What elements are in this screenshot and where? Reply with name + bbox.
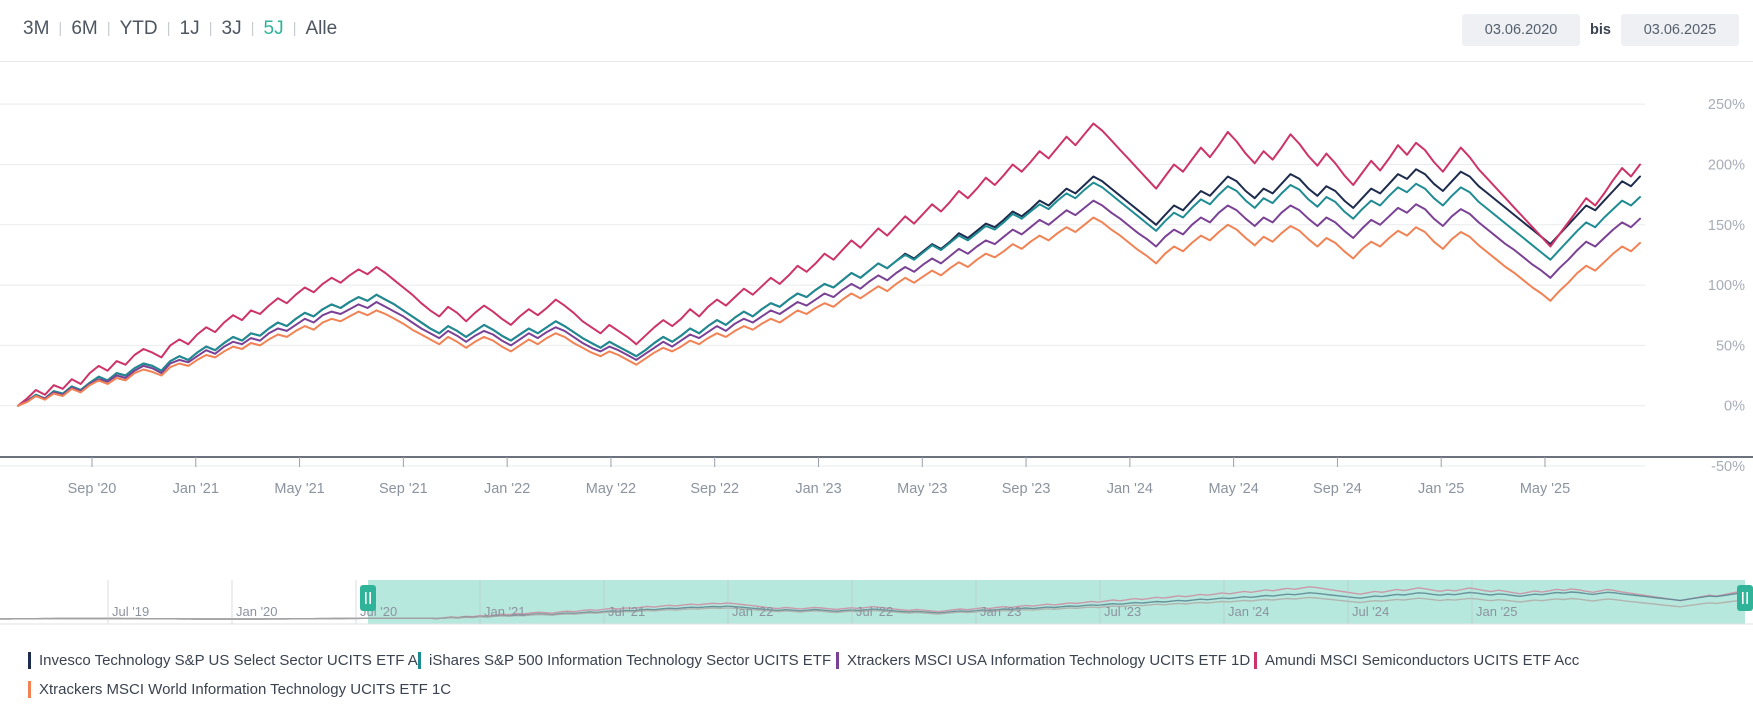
legend-item[interactable]: Xtrackers MSCI USA Information Technolog… (836, 652, 1250, 669)
legend-item[interactable]: Xtrackers MSCI World Information Technol… (28, 681, 451, 698)
legend-item-label: Xtrackers MSCI World Information Technol… (39, 681, 452, 698)
y-axis-label: -50% (1711, 459, 1745, 475)
x-axis-label: May '23 (897, 481, 947, 497)
x-axis-label: Sep '24 (1313, 481, 1362, 497)
series-line (17, 122, 1641, 407)
range-button-3m[interactable]: 3M (23, 18, 50, 39)
date-from-input[interactable] (1462, 14, 1581, 46)
navigator-axis-label: Jan '20 (236, 604, 278, 619)
legend-color-swatch (418, 652, 421, 669)
navigator-axis-label: Jul '23 (1104, 604, 1141, 619)
range-button-alle[interactable]: Alle (305, 18, 338, 39)
navigator-series-line (0, 596, 1753, 620)
chart-legend: Invesco Technology S&P US Select Sector … (0, 646, 1753, 704)
x-axis-label: May '24 (1208, 481, 1258, 497)
range-separator: | (250, 20, 255, 37)
chart-canvas: 250% 200% 150% 100% 50% 0% -50% Sep '20 Jan '21 M… (0, 97, 1753, 497)
legend-item-label: Amundi MSCI Semiconductors UCITS ETF Acc (1265, 652, 1580, 669)
legend-item[interactable]: Invesco Technology S&P US Select Sector … (28, 652, 418, 669)
x-axis-label: Sep '22 (690, 481, 739, 497)
range-button-ytd[interactable]: YTD (119, 18, 158, 39)
navigator-handle-body[interactable] (1737, 585, 1753, 611)
series-line (17, 216, 1641, 407)
series-line (17, 199, 1641, 407)
series-line (17, 168, 1641, 407)
navigator-axis-label: Jul '19 (112, 604, 149, 619)
y-axis-label: 100% (1708, 278, 1745, 294)
navigator-axis-label: Jan '24 (1228, 604, 1270, 619)
x-axis-label: May '25 (1520, 481, 1570, 497)
x-axis-label: Sep '23 (1002, 481, 1051, 497)
navigator-axis-label: Jul '21 (608, 604, 645, 619)
x-axis-label: Jan '25 (1418, 481, 1464, 497)
navigator-handle-left[interactable] (360, 585, 376, 611)
navigator-selection[interactable] (368, 580, 1745, 624)
legend-color-swatch (1254, 652, 1257, 669)
x-axis-label: May '22 (586, 481, 636, 497)
performance-chart[interactable]: 250% 200% 150% 100% 50% 0% -50% Sep '20 Jan '21 M… (0, 62, 1753, 517)
date-to-input[interactable] (1621, 14, 1739, 46)
navigator-handle-right[interactable] (1737, 585, 1753, 611)
legend-color-swatch (28, 681, 31, 698)
x-axis-label: Jan '23 (795, 481, 841, 497)
range-selector[interactable]: 3M | 6M | YTD | 1J | 3J | 5J | Alle (14, 17, 346, 41)
x-axis-label: Sep '21 (379, 481, 428, 497)
navigator-handle-body[interactable] (360, 585, 376, 611)
legend-row: Invesco Technology S&P US Select Sector … (0, 646, 1753, 675)
y-axis-label: 200% (1708, 157, 1745, 173)
x-axis-label: Jan '22 (484, 481, 530, 497)
range-button-3j[interactable]: 3J (221, 18, 242, 39)
drag-handle-icon (1742, 592, 1744, 604)
range-separator: | (292, 20, 297, 37)
legend-color-swatch (28, 652, 31, 669)
legend-item-label: iShares S&P 500 Information Technology S… (429, 652, 832, 669)
date-range-picker[interactable]: bis (1462, 14, 1739, 46)
legend-item-label: Invesco Technology S&P US Select Sector … (39, 652, 418, 669)
legend-item-label: Xtrackers MSCI USA Information Technolog… (847, 652, 1251, 669)
range-separator: | (58, 20, 63, 37)
legend-color-swatch (836, 652, 839, 669)
navigator-axis-label: Jul '24 (1352, 604, 1389, 619)
navigator-axis-label: Jan '25 (1476, 604, 1518, 619)
x-axis-label: Sep '20 (68, 481, 117, 497)
date-range-separator-label: bis (1590, 22, 1611, 38)
legend-item[interactable]: iShares S&P 500 Information Technology S… (418, 652, 831, 669)
navigator-canvas[interactable]: Jul '19 Jan '20 Jul '20 Jan '21 Jul '21 Jan '… (0, 580, 1753, 632)
x-axis-label: Jan '24 (1107, 481, 1153, 497)
range-separator: | (208, 20, 213, 37)
drag-handle-icon (1746, 592, 1748, 604)
navigator-axis-label: Jan '22 (732, 604, 774, 619)
navigator-axis-label: Jan '21 (484, 604, 526, 619)
y-axis-label: 50% (1716, 338, 1745, 354)
range-separator: | (106, 20, 111, 37)
range-button-5j[interactable]: 5J (263, 18, 284, 39)
y-axis-label: 0% (1724, 399, 1745, 415)
x-axis-label: Jan '21 (173, 481, 219, 497)
drag-handle-icon (365, 592, 367, 604)
y-axis-label: 150% (1708, 218, 1745, 234)
range-button-6m[interactable]: 6M (71, 18, 98, 39)
range-button-1j[interactable]: 1J (179, 18, 200, 39)
navigator-axis-label: Jan '23 (980, 604, 1022, 619)
range-separator: | (166, 20, 171, 37)
legend-item[interactable]: Amundi MSCI Semiconductors UCITS ETF Acc (1254, 652, 1579, 669)
chart-navigator[interactable]: Jul '19 Jan '20 Jul '20 Jan '21 Jul '21 Jan '… (0, 580, 1753, 632)
navigator-axis-label: Jul '22 (856, 604, 893, 619)
x-axis-label: May '21 (274, 481, 324, 497)
drag-handle-icon (369, 592, 371, 604)
legend-row: Xtrackers MSCI World Information Technol… (0, 675, 1753, 704)
series-line (17, 181, 1641, 407)
chart-toolbar: 3M | 6M | YTD | 1J | 3J | 5J | Alle bis (0, 0, 1753, 62)
y-axis-label: 250% (1708, 97, 1745, 113)
